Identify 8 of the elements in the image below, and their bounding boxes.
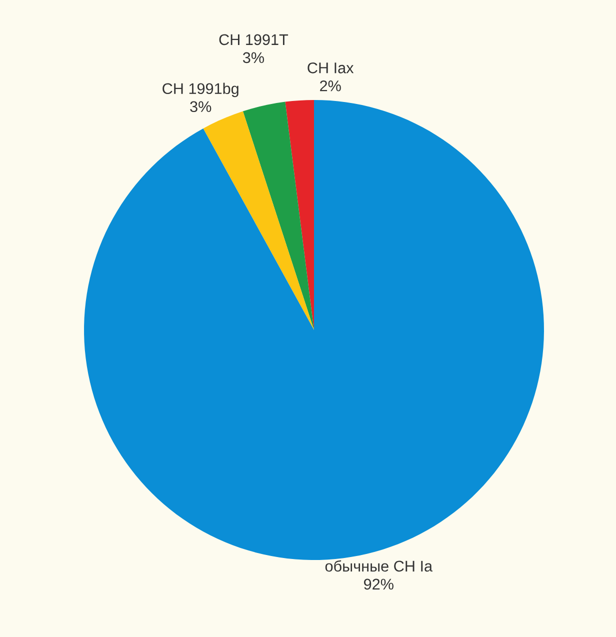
- data-label: 2%: [320, 80, 341, 92]
- data-label: 3%: [242, 52, 264, 64]
- data-label: 92%: [364, 578, 394, 590]
- slice-label: обычные СН Ia: [325, 560, 433, 572]
- data-label: 3%: [190, 101, 212, 112]
- slice-label: СН Iax: [308, 62, 354, 74]
- slice-label: СН 1991bg: [162, 82, 238, 98]
- slice-label: СН 1991T: [219, 34, 288, 46]
